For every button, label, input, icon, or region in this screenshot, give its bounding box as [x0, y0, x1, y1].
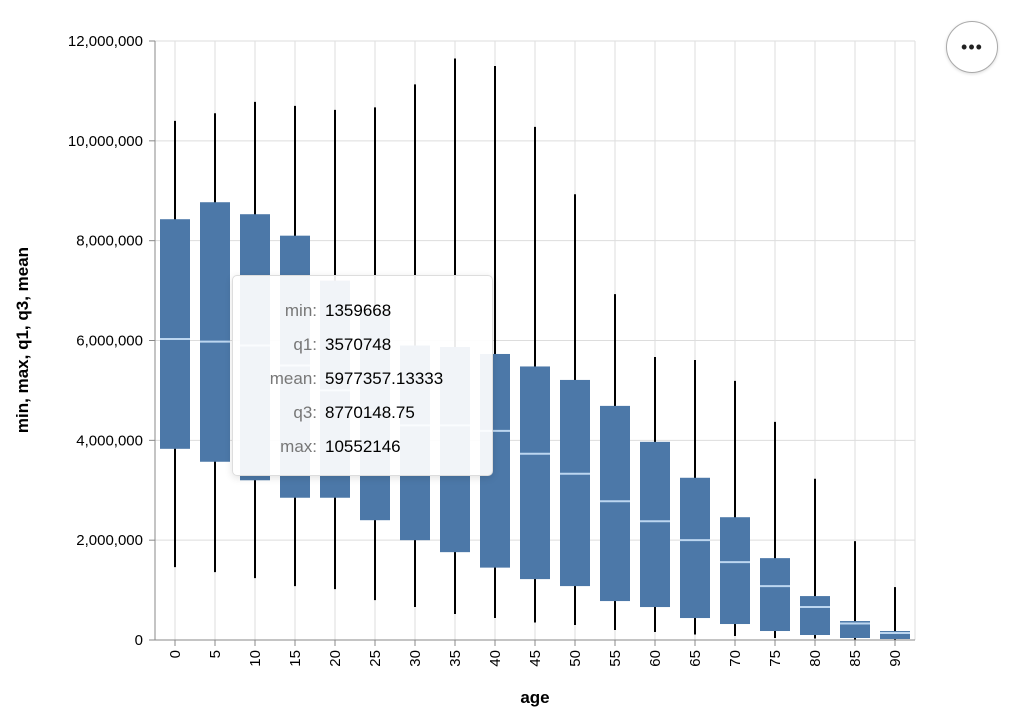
y-tick-label: 4,000,000: [76, 432, 143, 449]
x-tick-label: 55: [607, 650, 624, 667]
x-tick-label: 50: [567, 650, 584, 667]
box: [600, 405, 630, 602]
y-tick-label: 12,000,000: [68, 33, 143, 50]
tooltip-value: 1359668: [325, 301, 392, 320]
x-tick-label: 65: [687, 650, 704, 667]
y-tick-label: 0: [135, 632, 143, 649]
more-icon: •••: [961, 36, 983, 57]
box: [200, 202, 230, 462]
tooltip-value: 10552146: [325, 437, 401, 456]
y-tick-label: 2,000,000: [76, 532, 143, 549]
tooltip-row-min: min: 1359668: [233, 294, 492, 328]
x-tick-label: 70: [727, 650, 744, 667]
box: [880, 631, 910, 640]
x-tick-label: 90: [887, 650, 904, 667]
tooltip-row-max: max: 10552146: [233, 430, 492, 464]
x-tick-label: 40: [487, 650, 504, 667]
x-tick-label: 45: [527, 650, 544, 667]
x-tick-label: 75: [767, 650, 784, 667]
x-tick-label: 60: [647, 650, 664, 667]
x-tick-label: 30: [407, 650, 424, 667]
box: [560, 379, 590, 587]
y-axis: 0 2,000,000 4,000,000 6,000,000 8,000,000 10,…: [68, 33, 156, 649]
box: [760, 558, 790, 632]
x-tick-label: 15: [287, 650, 304, 667]
tooltip-value: 3570748: [325, 335, 392, 354]
box: [800, 596, 830, 636]
tooltip-value: 5977357.13333: [325, 369, 444, 388]
y-tick-label: 8,000,000: [76, 233, 143, 250]
actions-menu-button[interactable]: •••: [946, 21, 998, 73]
box: [680, 477, 710, 619]
box: [160, 219, 190, 449]
tooltip-value: 8770148.75: [325, 403, 415, 422]
x-tick-label: 10: [247, 650, 264, 667]
y-tick-label: 6,000,000: [76, 333, 143, 350]
tooltip-key: mean:: [269, 369, 317, 388]
tooltip-key: min:: [284, 301, 317, 320]
y-tick-label: 10,000,000: [68, 133, 143, 150]
x-tick-label: 0: [167, 650, 184, 658]
x-tick-label: 85: [847, 650, 864, 667]
box: [520, 366, 550, 580]
x-tick-label: 5: [207, 650, 224, 658]
x-axis-title: age: [520, 688, 549, 707]
x-axis: 0 5 10 15 20 25 30 35 40 45 50 55 60 65 70 75 80 85 90: [155, 639, 915, 667]
tooltip: min: 1359668 q1: 3570748 mean: 5977357.1333…: [232, 275, 493, 476]
x-tick-label: 20: [327, 650, 344, 667]
tooltip-key: q1:: [293, 335, 317, 354]
tooltip-key: max:: [280, 437, 317, 456]
tooltip-row-mean: mean: 5977357.13333: [233, 362, 492, 396]
box: [720, 517, 750, 625]
tooltip-row-q3: q3: 8770148.75: [233, 396, 492, 430]
box: [640, 441, 670, 608]
box: [840, 621, 870, 639]
x-tick-label: 25: [367, 650, 384, 667]
x-tick-label: 80: [807, 650, 824, 667]
y-axis-title: min, max, q1, q3, mean: [13, 247, 32, 433]
tooltip-row-q1: q1: 3570748: [233, 328, 492, 362]
x-tick-label: 35: [447, 650, 464, 667]
tooltip-key: q3:: [293, 403, 317, 422]
